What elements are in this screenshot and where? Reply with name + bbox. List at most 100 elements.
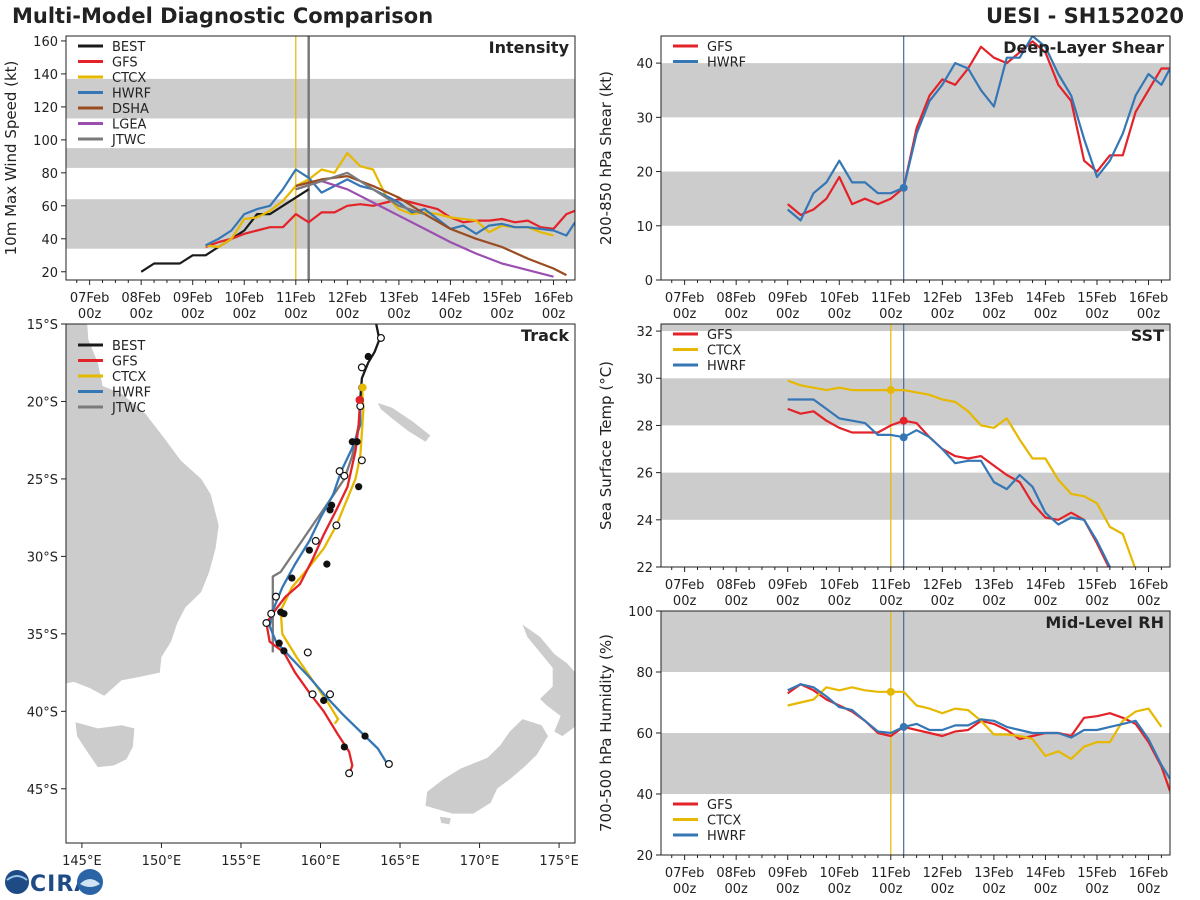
track-map: 15°S 20°S 25°S 30°S 35°S 40°S 45°S 145°E 150°E 15… [27, 318, 579, 869]
shear-xtick-day: 16Feb [1129, 291, 1169, 306]
rh-band [661, 611, 1170, 672]
track-gfs-filled-dot [305, 546, 313, 554]
sst-band [661, 472, 1170, 520]
shear-ylabel: 200-850 hPa Shear (kt) [597, 71, 615, 245]
track-legend-label: BEST [112, 339, 145, 354]
track-jtwc [271, 398, 362, 653]
intensity-series-dsha [295, 175, 567, 277]
intensity-legend-label: BEST [112, 40, 145, 55]
shear-ytick-label: 0 [645, 274, 653, 289]
shear-ytick-label: 20 [636, 166, 653, 181]
rh-legend-label: HWRF [707, 829, 746, 844]
rh-xtick-day: 16Feb [1129, 866, 1169, 881]
track-gfs-init-marker [355, 395, 364, 404]
shear-xtick-day: 07Feb [665, 291, 705, 306]
intensity-xtick-day: 12Feb [328, 291, 368, 306]
shear-ytick-label: 10 [636, 220, 653, 235]
shear-xtick-day: 13Feb [974, 291, 1014, 306]
rh-xtick-day: 12Feb [923, 866, 963, 881]
sst-series-hwrf [787, 398, 1111, 567]
track-gfs-filled-dot [280, 647, 288, 655]
rh-marker-hwrf [899, 722, 908, 731]
shear-xtick-hour: 00z [673, 307, 697, 322]
track-gfs-open-dot [345, 769, 354, 778]
track-legend-label: HWRF [112, 386, 151, 401]
figure-title: Multi-Model Diagnostic Comparison [12, 4, 434, 28]
sst-band [661, 378, 1170, 426]
rh-ylabel: 700-500 hPa Humidity (%) [597, 634, 615, 832]
track-plot-area [66, 324, 575, 825]
rh-series-hwrf [787, 683, 1170, 780]
intensity-band [66, 78, 575, 119]
intensity-band [66, 199, 575, 249]
sst-series-gfs [787, 407, 1110, 567]
shear-plot-area [661, 36, 1170, 280]
track-lon-label: 155°E [221, 854, 261, 869]
rh-xtick-hour: 00z [1137, 882, 1161, 897]
intensity-xtick-day: 15Feb [482, 291, 522, 306]
track-gfs-open-dot [340, 471, 349, 480]
shear-xtick-day: 11Feb [871, 291, 911, 306]
shear-xtick-hour: 00z [1085, 307, 1109, 322]
sst-ytick-label: 30 [636, 372, 653, 387]
rh-xtick-day: 11Feb [871, 866, 911, 881]
intensity-ylabel: 10m Max Wind Speed (kt) [2, 61, 20, 256]
intensity-xtick-hour: 00z [233, 307, 257, 322]
rh-xtick-hour: 00z [673, 882, 697, 897]
track-lon-label: 175°E [539, 854, 579, 869]
intensity-series-lgea [295, 180, 554, 278]
track-ctcx-open-dot [332, 521, 341, 530]
intensity-xtick-hour: 00z [387, 307, 411, 322]
rh-xtick-hour: 00z [931, 882, 955, 897]
sst-xtick-hour: 00z [724, 594, 748, 609]
track-lon-label: 145°E [62, 854, 102, 869]
rh-ytick-label: 20 [636, 849, 653, 864]
track-legend-label: JTWC [111, 401, 146, 416]
shear-series-gfs [786, 40, 1170, 216]
rh-xtick-day: 10Feb [819, 866, 859, 881]
shear-xtick-hour: 00z [724, 307, 748, 322]
sst-xtick-day: 11Feb [871, 578, 911, 593]
shear-ytick-label: 40 [636, 57, 653, 72]
rh-xtick-day: 14Feb [1026, 866, 1066, 881]
track-gfs-filled-dot [348, 438, 356, 446]
intensity-ytick-label: 80 [41, 167, 58, 182]
intensity-plot-area [66, 36, 575, 280]
intensity-xtick-day: 16Feb [534, 291, 574, 306]
rh-marker-ctcx [886, 687, 895, 696]
track-gfs-open-dot [262, 619, 271, 628]
track-lat-label: 30°S [27, 550, 58, 565]
sst-xtick-hour: 00z [879, 594, 903, 609]
intensity-series-hwrf [205, 168, 575, 247]
shear-xtick-day: 15Feb [1077, 291, 1117, 306]
intensity-xtick-day: 10Feb [224, 291, 264, 306]
sst-xtick-day: 12Feb [923, 578, 963, 593]
sst-marker-ctcx [886, 386, 895, 395]
rh-xtick-day: 08Feb [716, 866, 756, 881]
nz-north-island-landmass [522, 624, 575, 737]
sst-legend-label: CTCX [707, 344, 741, 359]
track-gfs-open-dot [271, 592, 280, 601]
shear-xtick-day: 09Feb [768, 291, 808, 306]
intensity-chart: 2040608010012014016007Feb00z08Feb00z09Fe… [2, 35, 576, 322]
track-ctcx-open-dot [303, 648, 312, 657]
sst-xtick-hour: 00z [1034, 594, 1058, 609]
sst-xtick-day: 16Feb [1129, 578, 1169, 593]
rh-xtick-hour: 00z [828, 882, 852, 897]
track-gfs-open-dot [308, 690, 317, 699]
tasmania-landmass [75, 722, 135, 768]
track-hwrf-open-dot [335, 467, 344, 476]
shear-ytick-label: 30 [636, 111, 653, 126]
sst-legend-label: HWRF [707, 359, 746, 374]
intensity-xtick-hour: 00z [181, 307, 205, 322]
intensity-legend-label: LGEA [112, 118, 147, 133]
shear-legend-label: GFS [707, 40, 733, 55]
rh-ytick-label: 80 [636, 666, 653, 681]
intensity-ytick-label: 120 [33, 101, 58, 116]
intensity-xtick-day: 14Feb [431, 291, 471, 306]
australia-landmass [66, 324, 219, 696]
rh-xtick-hour: 00z [1034, 882, 1058, 897]
sst-ytick-label: 24 [636, 514, 653, 529]
intensity-ytick-label: 20 [41, 266, 58, 281]
